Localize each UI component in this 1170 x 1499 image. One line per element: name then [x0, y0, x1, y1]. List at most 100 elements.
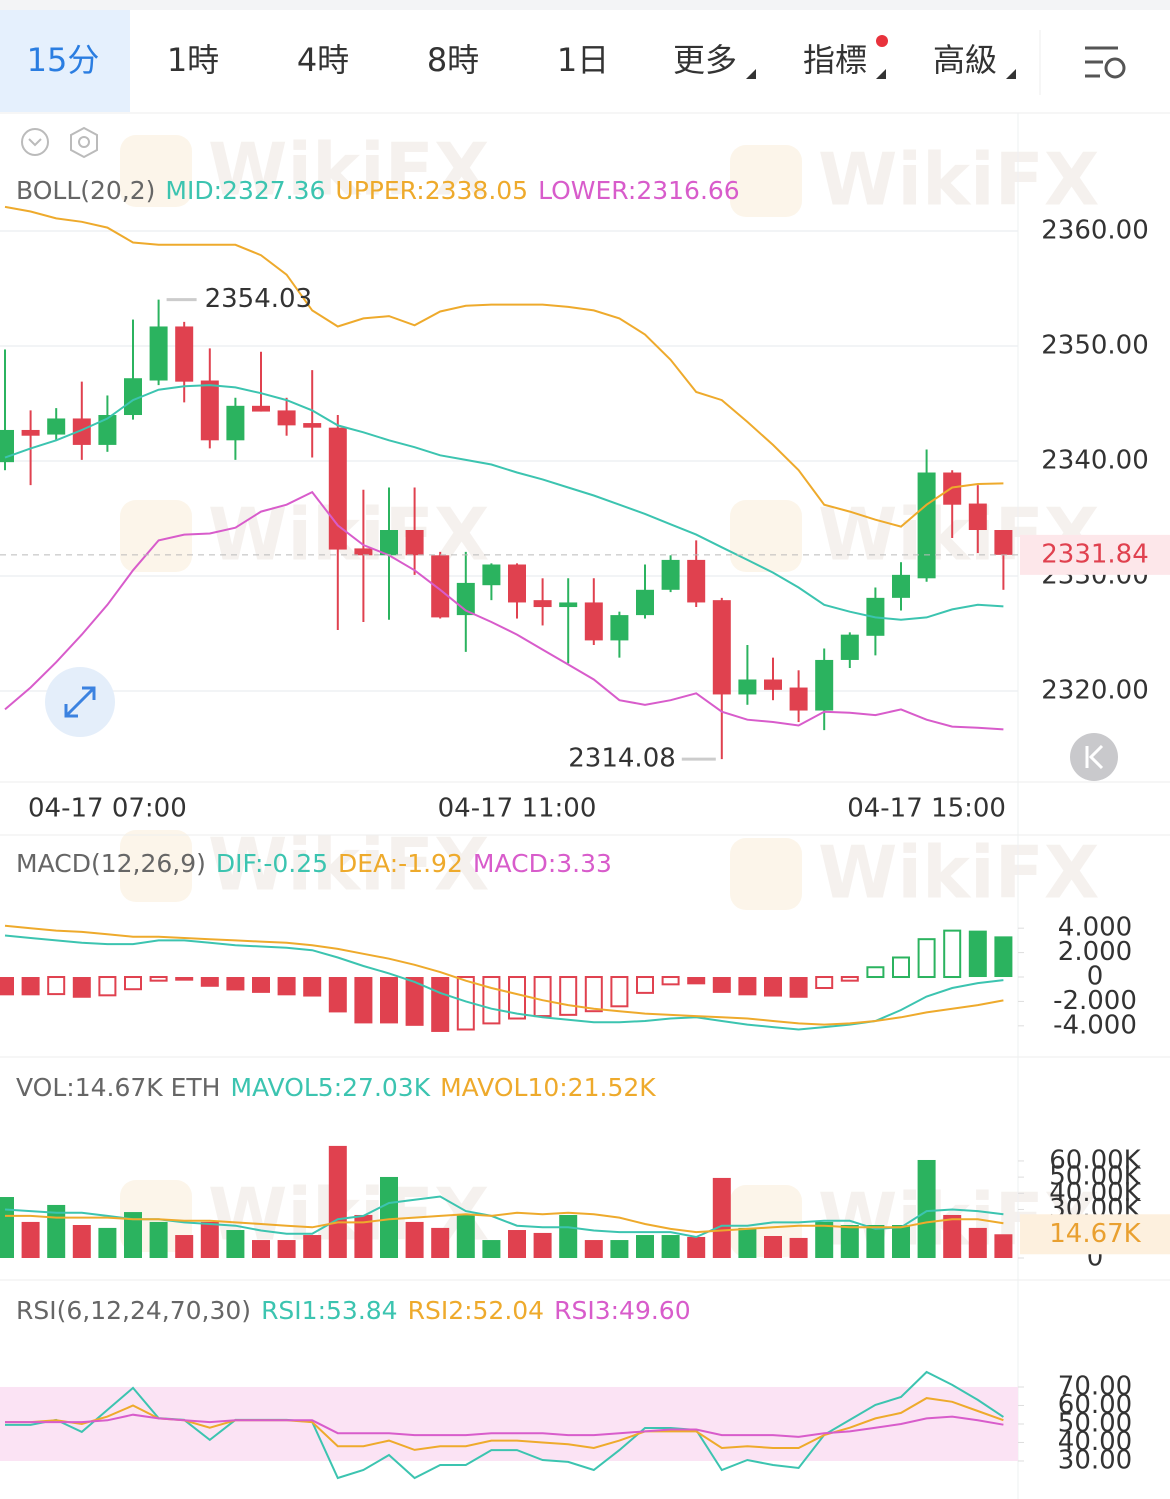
macd-bar: [610, 976, 629, 1008]
candle-body: [738, 679, 757, 695]
volume-bar: [968, 1227, 987, 1258]
tab[interactable]: 8時: [427, 41, 479, 79]
watermark: WikiFX: [208, 823, 489, 907]
volume-bar: [533, 1232, 552, 1258]
tab[interactable]: 4時: [297, 41, 349, 79]
settings-hex-icon[interactable]: [70, 126, 98, 159]
macd-bar: [866, 966, 885, 979]
macd-bar: [226, 977, 245, 991]
legend-entry: RSI2:52.04: [408, 1296, 545, 1325]
macd-bar: [47, 976, 66, 996]
candle-body: [892, 574, 910, 598]
macd-bar: [661, 976, 680, 986]
volume-bar: [21, 1221, 40, 1258]
macd-bar: [124, 976, 142, 991]
macd-bar: [892, 956, 910, 979]
y-tick-label: -2.000: [1053, 986, 1137, 1016]
y-tick-label: 30.00: [1058, 1445, 1132, 1475]
macd-bar: [175, 977, 194, 981]
macd-bar: [840, 976, 859, 982]
boll-line: [4, 205, 1004, 528]
dropdown-icon: [1006, 69, 1016, 79]
volume-bar: [405, 1221, 424, 1258]
macd-line: [4, 934, 1004, 1031]
volume-bar: [252, 1240, 270, 1258]
back-icon: [1085, 744, 1104, 770]
volume-bar: [661, 1235, 680, 1258]
watermark: WikiFX: [818, 138, 1099, 222]
watermark-logo: [120, 135, 192, 207]
legend-entry: MID:2327.36: [165, 176, 325, 205]
legend-entry: RSI1:53.84: [261, 1296, 398, 1325]
candle-body: [661, 559, 680, 590]
macd-bar: [917, 938, 936, 979]
tab[interactable]: 1日: [557, 41, 609, 79]
collapse-icon[interactable]: [21, 128, 49, 156]
volume-bar: [0, 1197, 14, 1258]
candle-body: [431, 555, 450, 618]
macd-bar: [636, 976, 654, 994]
expand-icon: [64, 686, 96, 718]
tab[interactable]: 高級: [933, 41, 997, 79]
active-tab-bg[interactable]: [0, 10, 130, 112]
volume-bar: [431, 1227, 450, 1258]
volume-bar: [456, 1214, 475, 1258]
y-tick-label: 50.00K: [1049, 1162, 1141, 1192]
macd-bar: [687, 977, 706, 985]
rsi-line: [5, 1413, 1004, 1438]
macd-bar: [482, 976, 501, 1025]
macd-bar: [533, 976, 552, 1018]
volume-bar: [712, 1177, 731, 1258]
tab[interactable]: 1時: [167, 41, 219, 79]
low-label: 2314.08: [568, 744, 676, 774]
watermark-logo: [730, 145, 802, 217]
last-price-label: 2331.84: [1041, 539, 1149, 569]
volume-bar: [840, 1225, 859, 1258]
legend-entry: MACD:3.33: [473, 849, 612, 878]
macd-bar: [354, 977, 373, 1024]
candle-body: [200, 380, 219, 441]
collapse-icon: [28, 138, 42, 147]
volume-bar: [149, 1221, 168, 1258]
macd-bar: [968, 930, 987, 978]
macd-bar: [764, 977, 782, 997]
y-tick-label: 70.00: [1058, 1371, 1132, 1401]
volume-bar: [815, 1221, 834, 1258]
tab[interactable]: 更多: [673, 41, 737, 79]
boll-line: [4, 384, 1004, 621]
tab[interactable]: 15分: [27, 41, 100, 79]
macd-bar: [277, 977, 296, 996]
candle-body: [0, 429, 14, 463]
volume-bar: [328, 1145, 347, 1258]
macd-bar: [559, 976, 578, 1016]
volume-bar: [687, 1236, 706, 1258]
volume-bar: [917, 1159, 936, 1258]
legend-entry: DEA:-1.92: [338, 849, 463, 878]
volume-bar: [866, 1225, 885, 1258]
x-tick-label: 04-17 15:00: [847, 794, 1006, 824]
y-tick-label: 60.00: [1058, 1390, 1132, 1420]
dropdown-icon: [876, 69, 886, 79]
settings-icon[interactable]: [1085, 46, 1126, 79]
y-tick-label: -4.000: [1053, 1010, 1137, 1040]
macd-bar: [72, 977, 91, 998]
candle-body: [712, 600, 731, 695]
candle-body: [252, 405, 270, 412]
legend-entry: RSI3:49.60: [554, 1296, 691, 1325]
last-volume-box: [1020, 1214, 1170, 1255]
volume-bar: [943, 1214, 962, 1258]
watermark-logo: [730, 500, 802, 572]
volume-bar: [380, 1176, 398, 1258]
back-to-latest-button[interactable]: [1070, 733, 1118, 781]
watermark-logo: [120, 500, 192, 572]
volume-bar: [226, 1230, 245, 1258]
y-tick-label: 40.00K: [1049, 1178, 1141, 1208]
tab[interactable]: 指標: [803, 41, 867, 79]
legend-entry: MAVOL5:27.03K: [230, 1073, 430, 1102]
candle-body: [508, 564, 526, 603]
candle-body: [815, 659, 834, 711]
macd-bar: [0, 977, 14, 996]
candle-body: [636, 589, 654, 616]
macd-bar: [508, 976, 526, 1020]
